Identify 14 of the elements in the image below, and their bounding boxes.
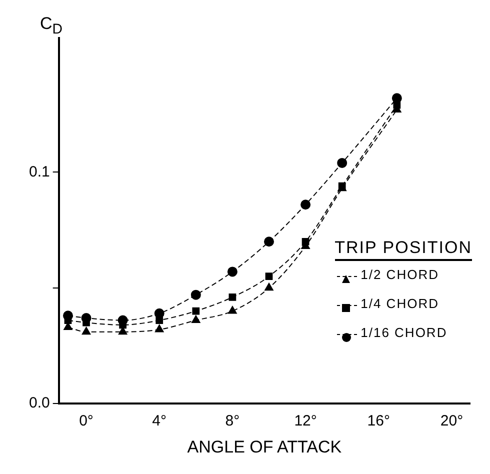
- x-axis-title: ANGLE OF ATTACK: [187, 437, 342, 456]
- legend-label: 1/16 CHORD: [360, 325, 448, 340]
- x-tick-label: 16°: [367, 412, 390, 430]
- legend-label: 1/4 CHORD: [360, 296, 440, 311]
- x-tick-label: 0°: [79, 412, 94, 430]
- legend-label: 1/2 CHORD: [360, 267, 440, 282]
- x-tick-label: 12°: [294, 412, 317, 430]
- x-tick-label: 8°: [225, 412, 240, 430]
- legend-title: TRIP POSITION: [334, 238, 472, 261]
- y-axis-title: C$_{D}$: [40, 14, 63, 38]
- y-tick-label: 0.0: [28, 394, 50, 412]
- y-tick-label: 0.1: [28, 163, 50, 180]
- x-tick-label: 20°: [440, 412, 464, 430]
- x-tick-label: 4°: [152, 412, 167, 430]
